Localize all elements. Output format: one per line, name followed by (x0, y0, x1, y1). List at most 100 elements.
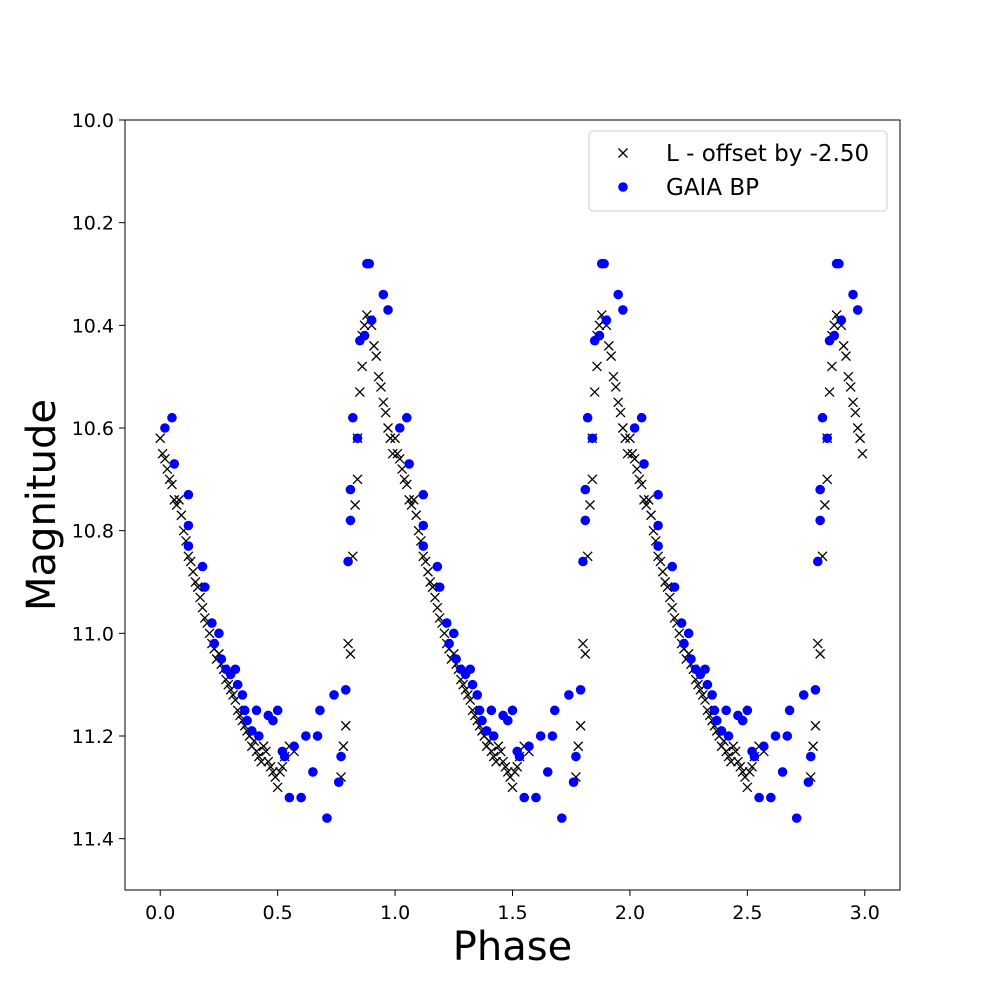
l-band-point (841, 351, 851, 362)
gaia-bp-point (815, 484, 825, 495)
gaia-bp-point (214, 628, 224, 639)
gaia-bp-point (653, 520, 663, 531)
gaia-bp-point (272, 705, 283, 716)
gaia-bp-point (312, 731, 323, 741)
gaia-bp-point (639, 459, 649, 469)
gaia-bp-point (798, 690, 809, 700)
l-band-point (730, 746, 741, 757)
gaia-bp-point (279, 751, 290, 762)
l-band-point (432, 602, 443, 613)
l-band-point (848, 397, 858, 408)
l-band-point (850, 407, 861, 418)
l-band-point (157, 448, 168, 459)
l-band-point (498, 756, 509, 767)
l-band-point (352, 474, 363, 485)
l-band-point (629, 453, 640, 464)
l-band-point (169, 494, 180, 505)
gaia-bp-point (805, 751, 816, 762)
l-band-point (256, 756, 267, 767)
l-band-point (742, 782, 753, 793)
gaia-bp-point (343, 556, 353, 567)
gaia-bp-point (810, 685, 821, 695)
gaia-bp-point (402, 412, 412, 423)
l-band-point (617, 423, 628, 433)
l-band-point (155, 433, 166, 444)
gaia-bp-point (683, 628, 694, 639)
l-band-point (251, 746, 262, 757)
gaia-bp-point (580, 515, 591, 526)
gaia-bp-point (352, 433, 363, 444)
gaia-bp-point (568, 777, 579, 787)
gaia-bp-point (477, 715, 487, 726)
l-band-point (636, 479, 647, 490)
gaia-bp-point (467, 679, 478, 690)
gaia-bp-point (770, 731, 781, 741)
l-band-point (188, 566, 199, 577)
l-band-point (232, 705, 243, 716)
l-band-point (228, 689, 238, 700)
l-band-point (263, 756, 274, 767)
y-axis: 10.0 10.2 10.4 10.6 10.8 11.0 11.2 11.4 (72, 110, 125, 851)
y-axis-title: Magnitude (19, 399, 65, 611)
l-band-point (167, 479, 177, 490)
l-band-point (267, 766, 278, 777)
l-band-point (592, 361, 603, 372)
gaia-bp-point (613, 289, 623, 300)
l-band-point (390, 433, 401, 444)
l-band-point (634, 474, 645, 485)
gaia-bp-point (653, 541, 663, 551)
gaia-bp-point (418, 520, 429, 531)
l-band-point (204, 628, 215, 639)
gaia-bp-point (803, 777, 814, 787)
gaia-bp-point (232, 679, 243, 690)
l-band-point (606, 351, 617, 362)
gaia-bp-point (348, 412, 358, 423)
l-band-point (430, 592, 440, 603)
gaia-bp-point (716, 726, 727, 736)
gaia-bp-point (448, 628, 459, 639)
gaia-bp-point (669, 582, 680, 592)
l-band-point (620, 433, 631, 444)
l-band-point (660, 577, 671, 587)
l-band-point (624, 433, 635, 444)
l-band-point (192, 582, 203, 593)
gaia-bp-point (404, 459, 414, 469)
gaia-bp-point (531, 792, 541, 803)
l-band-point (580, 648, 591, 659)
y-tick-label: 11.2 (72, 726, 114, 748)
l-band-point (603, 340, 614, 351)
l-band-point (197, 602, 208, 613)
l-band-point (190, 577, 201, 587)
gaia-bp-point (340, 685, 351, 695)
l-band-point (812, 638, 823, 649)
l-band-point (664, 592, 675, 603)
gaia-bp-point (813, 556, 823, 567)
l-band-point (585, 500, 595, 510)
l-band-point (693, 679, 703, 690)
l-band-point (408, 494, 419, 505)
gaia-bp-point (336, 751, 346, 762)
gaia-bp-point (242, 715, 252, 726)
gaia-bp-point (535, 731, 546, 741)
gaia-bp-point (829, 330, 840, 341)
l-band-point (394, 453, 405, 464)
l-band-point (857, 448, 868, 459)
l-band-point (613, 397, 624, 408)
l-band-point (406, 500, 417, 510)
gaia-bp-point (700, 664, 710, 675)
gaia-bp-point (378, 289, 389, 300)
l-band-point (378, 397, 389, 408)
gaia-bp-point (815, 515, 825, 526)
gaia-bp-point (345, 484, 356, 495)
l-band-point (376, 381, 386, 392)
gaia-bp-point (183, 520, 194, 531)
legend: L - offset by -2.50 GAIA BP (588, 130, 888, 212)
gaia-bp-point (524, 741, 534, 752)
gaia-bp-point (749, 751, 760, 762)
gaia-bp-point (383, 305, 393, 315)
gaia-bp-point (308, 767, 318, 777)
l-band-point (615, 407, 626, 418)
l-band-point (260, 746, 271, 757)
l-band-point (265, 761, 276, 772)
gaia-bp-point (239, 705, 250, 716)
